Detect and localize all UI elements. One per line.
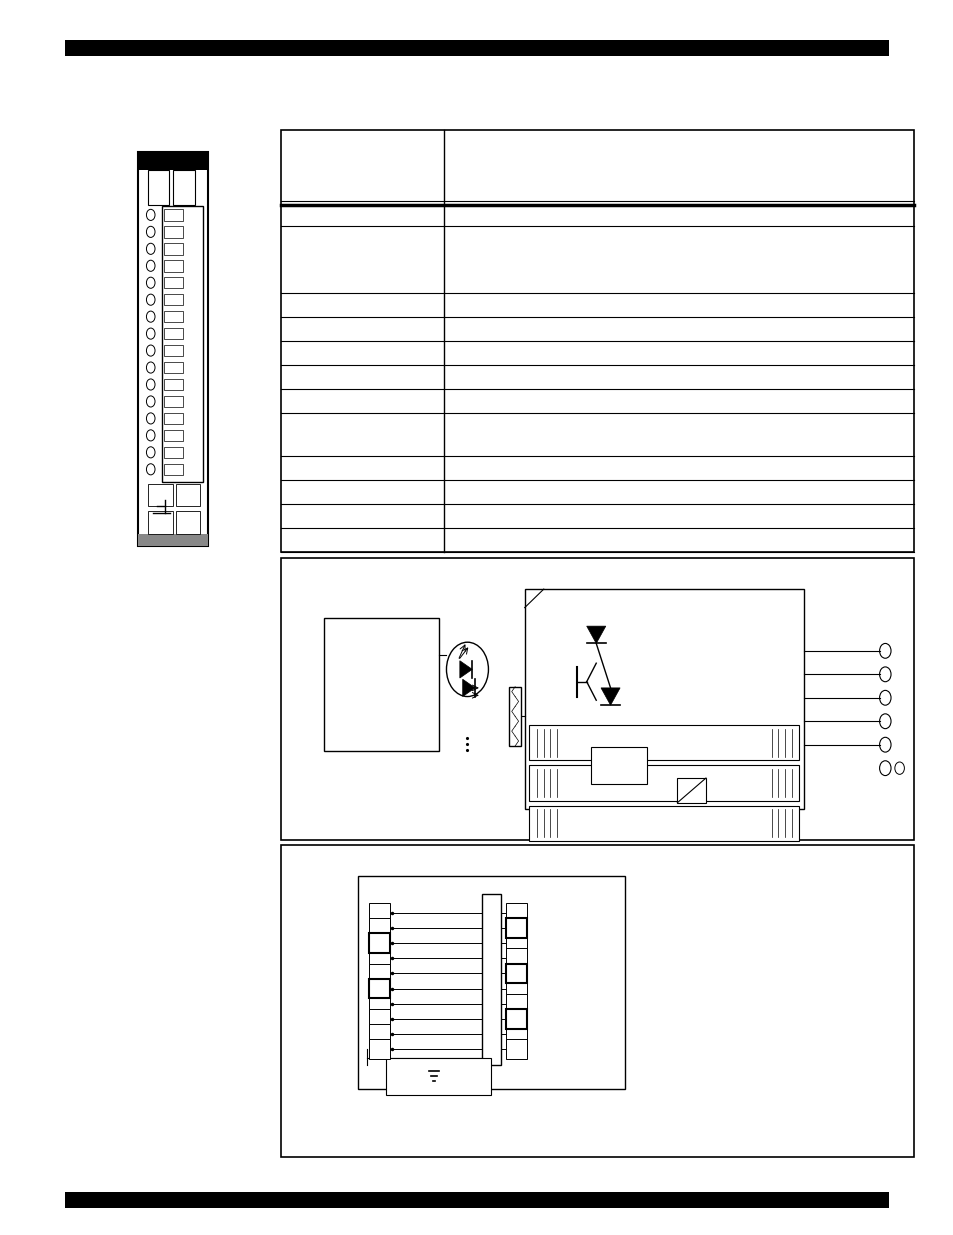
- Polygon shape: [586, 626, 605, 643]
- Bar: [369, 1024, 390, 1044]
- Bar: [505, 918, 526, 937]
- Bar: [324, 618, 438, 751]
- Bar: [138, 152, 208, 546]
- Polygon shape: [459, 661, 472, 678]
- Bar: [175, 511, 200, 534]
- Bar: [164, 395, 183, 408]
- Bar: [164, 294, 183, 305]
- Bar: [505, 1040, 526, 1060]
- Bar: [505, 963, 526, 983]
- Bar: [138, 152, 208, 170]
- Bar: [369, 978, 390, 998]
- Polygon shape: [462, 679, 475, 697]
- Bar: [369, 1040, 390, 1060]
- Bar: [505, 934, 526, 953]
- Bar: [505, 918, 526, 937]
- Bar: [591, 747, 646, 784]
- Bar: [164, 311, 183, 322]
- Bar: [369, 963, 390, 983]
- Bar: [138, 534, 208, 546]
- Bar: [164, 430, 183, 441]
- Bar: [524, 589, 803, 809]
- Bar: [281, 558, 913, 840]
- Bar: [505, 1009, 526, 1029]
- Bar: [505, 903, 526, 923]
- Bar: [281, 130, 913, 552]
- Bar: [164, 209, 183, 221]
- Bar: [529, 766, 799, 800]
- Bar: [481, 894, 500, 1065]
- Bar: [148, 170, 170, 205]
- Bar: [369, 978, 390, 998]
- Bar: [164, 463, 183, 475]
- Bar: [164, 277, 183, 289]
- Bar: [369, 948, 390, 968]
- Bar: [164, 243, 183, 254]
- Bar: [386, 1058, 491, 1095]
- Bar: [148, 511, 172, 534]
- Bar: [369, 1009, 390, 1029]
- Bar: [369, 934, 390, 953]
- Polygon shape: [600, 688, 619, 705]
- Bar: [65, 40, 888, 56]
- Bar: [164, 447, 183, 458]
- Bar: [65, 1192, 888, 1208]
- Bar: [677, 778, 705, 803]
- Bar: [281, 845, 913, 1157]
- Bar: [529, 805, 799, 841]
- Bar: [369, 918, 390, 937]
- Bar: [164, 261, 183, 272]
- Bar: [505, 1009, 526, 1029]
- Bar: [369, 903, 390, 923]
- Bar: [509, 687, 520, 746]
- Bar: [505, 1024, 526, 1044]
- Bar: [164, 412, 183, 424]
- Bar: [505, 978, 526, 998]
- Bar: [505, 963, 526, 983]
- Bar: [357, 876, 624, 1089]
- Bar: [505, 994, 526, 1014]
- Bar: [529, 725, 799, 761]
- Bar: [175, 484, 200, 506]
- Bar: [148, 484, 172, 506]
- Bar: [505, 948, 526, 968]
- Bar: [164, 379, 183, 390]
- Bar: [173, 170, 194, 205]
- Bar: [369, 934, 390, 953]
- Bar: [369, 994, 390, 1014]
- Bar: [164, 345, 183, 357]
- Bar: [164, 327, 183, 340]
- Bar: [162, 206, 203, 482]
- Bar: [164, 226, 183, 237]
- Bar: [164, 362, 183, 373]
